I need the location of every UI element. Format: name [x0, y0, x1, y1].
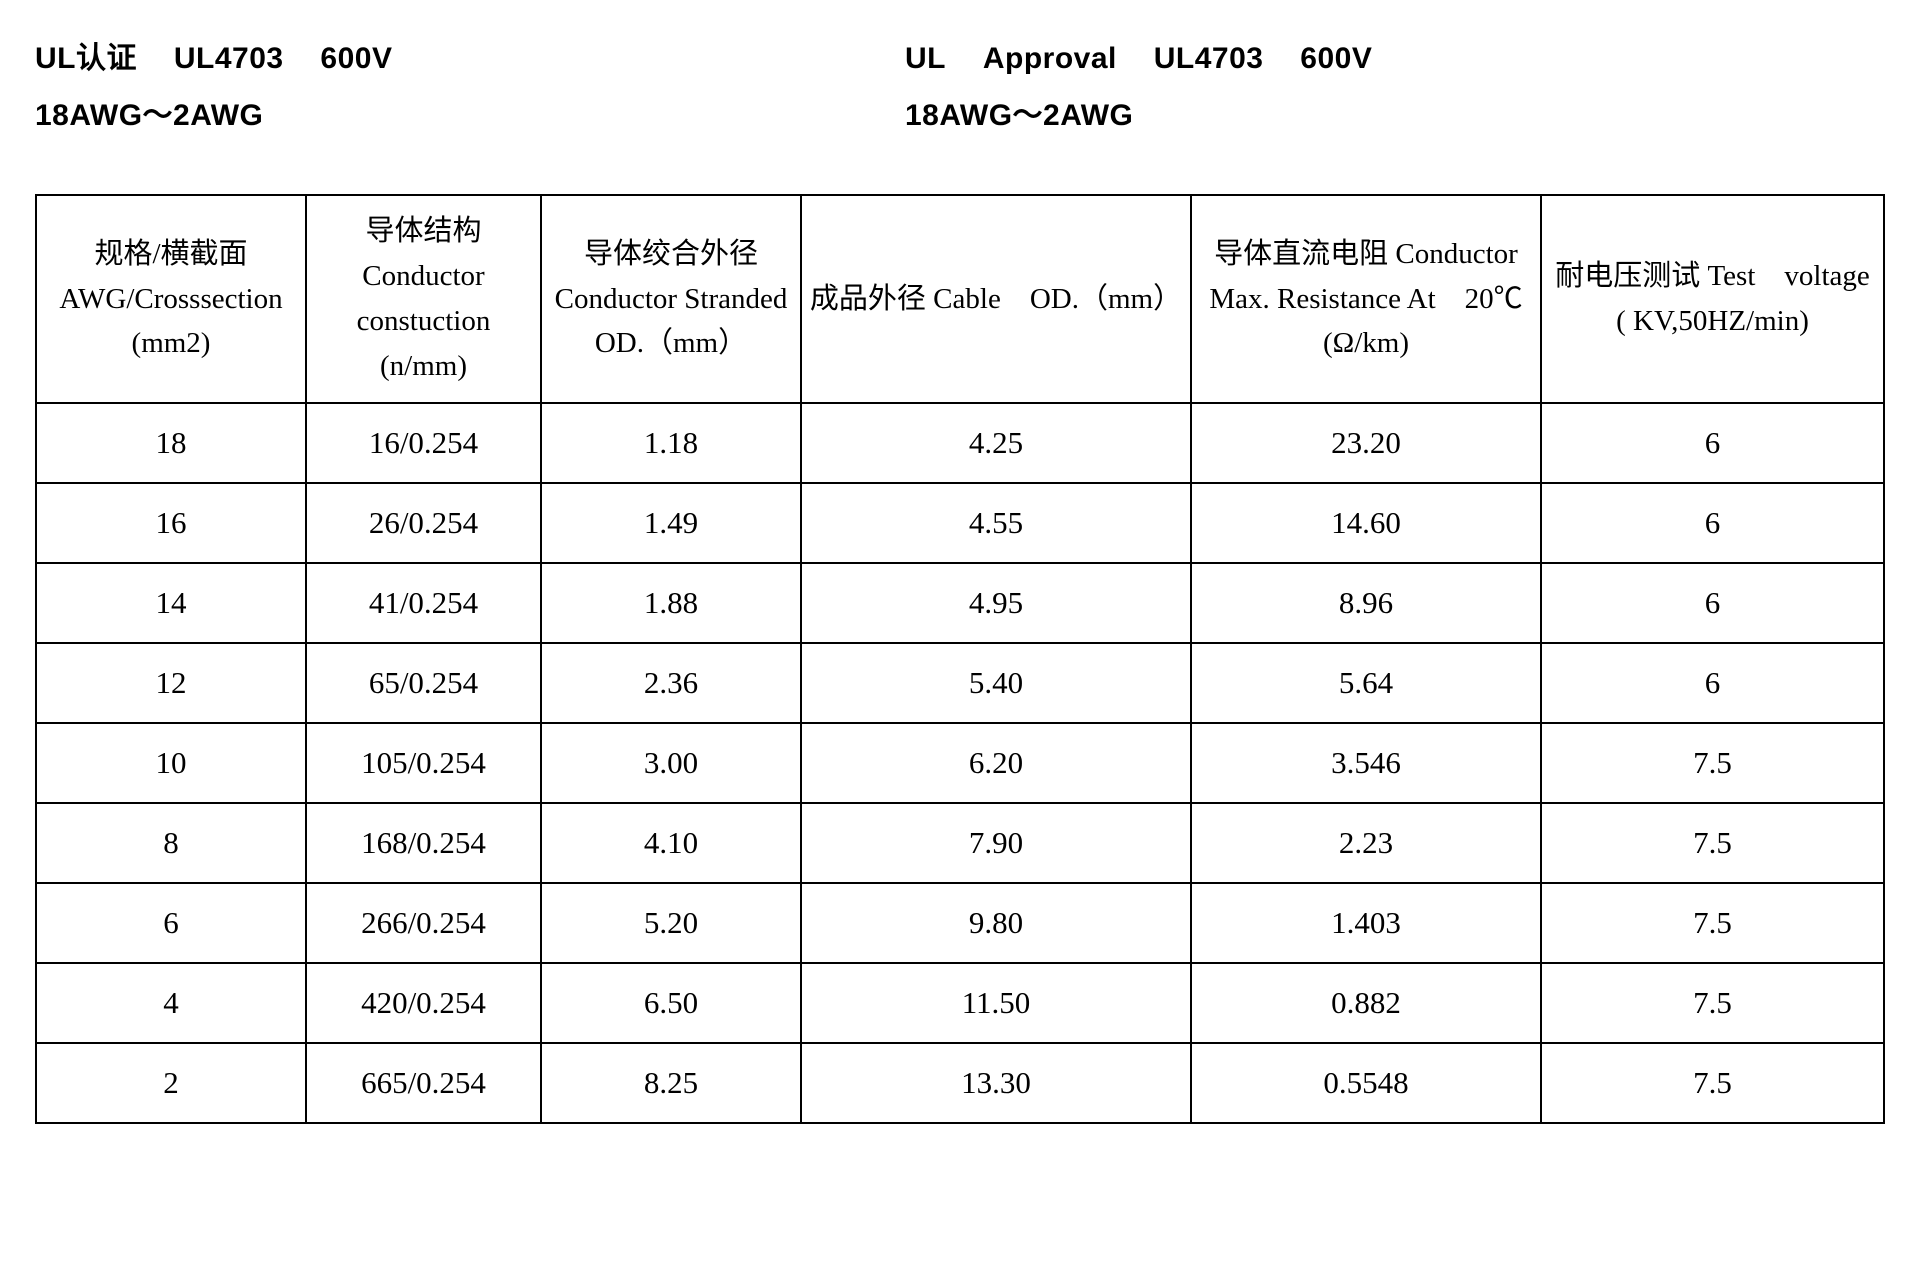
cell-awg: 12 [36, 643, 306, 723]
cell-stranded-od: 4.10 [541, 803, 801, 883]
cell-construction: 105/0.254 [306, 723, 541, 803]
cell-construction: 16/0.254 [306, 403, 541, 483]
col-header-test-voltage: 耐电压测试 Test voltage ( KV,50HZ/min) [1541, 195, 1884, 403]
cell-stranded-od: 1.18 [541, 403, 801, 483]
table-row: 2 665/0.254 8.25 13.30 0.5548 7.5 [36, 1043, 1884, 1123]
cell-awg: 8 [36, 803, 306, 883]
table-row: 8 168/0.254 4.10 7.90 2.23 7.5 [36, 803, 1884, 883]
cell-construction: 41/0.254 [306, 563, 541, 643]
cell-resistance: 1.403 [1191, 883, 1541, 963]
col-header-awg: 规格/横截面 AWG/Crosssection (mm2) [36, 195, 306, 403]
header-left-block: UL认证 UL4703 600V 18AWG～2AWG [35, 30, 905, 144]
cell-construction: 65/0.254 [306, 643, 541, 723]
cell-cable-od: 9.80 [801, 883, 1191, 963]
col-header-cable-od: 成品外径 Cable OD.（mm） [801, 195, 1191, 403]
header-right-line1: UL Approval UL4703 600V [905, 30, 1885, 87]
cell-test-voltage: 7.5 [1541, 963, 1884, 1043]
cell-stranded-od: 5.20 [541, 883, 801, 963]
cell-resistance: 8.96 [1191, 563, 1541, 643]
cell-resistance: 2.23 [1191, 803, 1541, 883]
cell-construction: 266/0.254 [306, 883, 541, 963]
table-header-row: 规格/横截面 AWG/Crosssection (mm2) 导体结构 Condu… [36, 195, 1884, 403]
cell-test-voltage: 7.5 [1541, 883, 1884, 963]
header-right-line2: 18AWG～2AWG [905, 87, 1885, 144]
table-row: 6 266/0.254 5.20 9.80 1.403 7.5 [36, 883, 1884, 963]
cell-cable-od: 5.40 [801, 643, 1191, 723]
cell-test-voltage: 6 [1541, 643, 1884, 723]
cell-resistance: 23.20 [1191, 403, 1541, 483]
table-row: 10 105/0.254 3.00 6.20 3.546 7.5 [36, 723, 1884, 803]
cell-construction: 168/0.254 [306, 803, 541, 883]
table-row: 16 26/0.254 1.49 4.55 14.60 6 [36, 483, 1884, 563]
col-header-stranded-od: 导体绞合外径 Conductor Stranded OD.（mm） [541, 195, 801, 403]
document-header: UL认证 UL4703 600V 18AWG～2AWG UL Approval … [35, 30, 1885, 144]
header-left-line2: 18AWG～2AWG [35, 87, 905, 144]
spec-table: 规格/横截面 AWG/Crosssection (mm2) 导体结构 Condu… [35, 194, 1885, 1124]
cell-construction: 420/0.254 [306, 963, 541, 1043]
header-text: Approval [983, 30, 1117, 87]
cell-resistance: 14.60 [1191, 483, 1541, 563]
cell-awg: 2 [36, 1043, 306, 1123]
cell-stranded-od: 6.50 [541, 963, 801, 1043]
cell-cable-od: 6.20 [801, 723, 1191, 803]
cell-test-voltage: 6 [1541, 403, 1884, 483]
header-right-block: UL Approval UL4703 600V 18AWG～2AWG [905, 30, 1885, 144]
header-text: 600V [320, 42, 392, 75]
cell-resistance: 0.882 [1191, 963, 1541, 1043]
table-row: 14 41/0.254 1.88 4.95 8.96 6 [36, 563, 1884, 643]
cell-awg: 18 [36, 403, 306, 483]
header-left-line1: UL认证 UL4703 600V [35, 30, 905, 87]
header-text: UL [905, 30, 946, 87]
cell-resistance: 5.64 [1191, 643, 1541, 723]
cell-stranded-od: 1.49 [541, 483, 801, 563]
header-text: 600V [1300, 42, 1372, 75]
cell-construction: 665/0.254 [306, 1043, 541, 1123]
cell-cable-od: 13.30 [801, 1043, 1191, 1123]
col-header-resistance: 导体直流电阻 Conductor Max. Resistance At 20℃(… [1191, 195, 1541, 403]
cell-stranded-od: 2.36 [541, 643, 801, 723]
header-text: UL认证 [35, 30, 137, 87]
cell-cable-od: 4.55 [801, 483, 1191, 563]
cell-resistance: 0.5548 [1191, 1043, 1541, 1123]
cell-cable-od: 4.95 [801, 563, 1191, 643]
cell-awg: 14 [36, 563, 306, 643]
cell-cable-od: 11.50 [801, 963, 1191, 1043]
cell-stranded-od: 8.25 [541, 1043, 801, 1123]
cell-stranded-od: 1.88 [541, 563, 801, 643]
cell-stranded-od: 3.00 [541, 723, 801, 803]
header-text: UL4703 [1154, 30, 1264, 87]
cell-awg: 10 [36, 723, 306, 803]
cell-construction: 26/0.254 [306, 483, 541, 563]
cell-test-voltage: 7.5 [1541, 1043, 1884, 1123]
cell-awg: 16 [36, 483, 306, 563]
cell-awg: 4 [36, 963, 306, 1043]
cell-awg: 6 [36, 883, 306, 963]
cell-test-voltage: 6 [1541, 563, 1884, 643]
header-text: UL4703 [174, 30, 284, 87]
col-header-construction: 导体结构 Conductor constuction (n/mm) [306, 195, 541, 403]
cell-cable-od: 4.25 [801, 403, 1191, 483]
cell-test-voltage: 6 [1541, 483, 1884, 563]
cell-resistance: 3.546 [1191, 723, 1541, 803]
table-body: 18 16/0.254 1.18 4.25 23.20 6 16 26/0.25… [36, 403, 1884, 1123]
cell-test-voltage: 7.5 [1541, 723, 1884, 803]
cell-test-voltage: 7.5 [1541, 803, 1884, 883]
table-row: 12 65/0.254 2.36 5.40 5.64 6 [36, 643, 1884, 723]
cell-cable-od: 7.90 [801, 803, 1191, 883]
table-row: 4 420/0.254 6.50 11.50 0.882 7.5 [36, 963, 1884, 1043]
table-row: 18 16/0.254 1.18 4.25 23.20 6 [36, 403, 1884, 483]
